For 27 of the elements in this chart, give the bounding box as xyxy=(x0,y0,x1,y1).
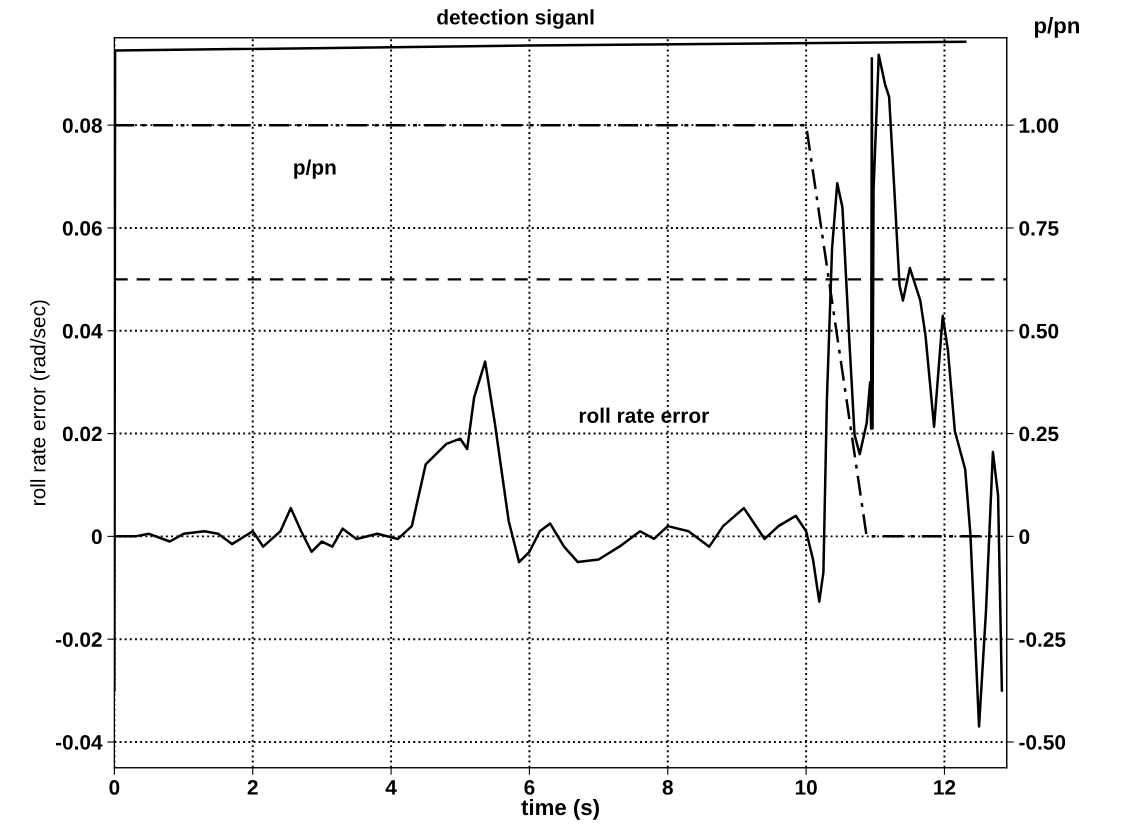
y-tick-label: -0.02 xyxy=(55,632,102,647)
y-tick-label: 0.04 xyxy=(62,323,103,339)
y2-tick-label: 0.50 xyxy=(1019,323,1059,339)
x-tick-label: 6 xyxy=(524,780,535,795)
y2-tick-label: 1.00 xyxy=(1019,118,1059,133)
y2-axis-title: p/pn xyxy=(1034,17,1080,38)
y2-tick-label: 0.75 xyxy=(1019,220,1059,236)
y-axis-title: roll rate error (rad/sec) xyxy=(30,300,50,505)
y2-tick-label: -0.25 xyxy=(1019,632,1066,647)
annotation: detection siganl xyxy=(437,9,594,29)
y2-tick-label: 0 xyxy=(1019,529,1030,545)
annotation: p/pn xyxy=(294,159,336,179)
x-tick-label: 0 xyxy=(109,780,120,795)
y-tick-label: 0.02 xyxy=(62,426,102,442)
x-tick-label: 10 xyxy=(795,780,817,795)
y2-tick-label: 0.25 xyxy=(1019,426,1059,442)
y2-tick-label: -0.50 xyxy=(1019,734,1066,750)
annotation: roll rate error xyxy=(579,407,709,423)
y-tick-label: 0.08 xyxy=(62,118,102,133)
y-tick-label: 0.06 xyxy=(62,220,102,236)
x-tick-label: 12 xyxy=(934,780,956,795)
x-tick-label: 8 xyxy=(662,780,673,795)
x-tick-label: 2 xyxy=(247,780,258,795)
y-tick-label: -0.04 xyxy=(55,734,103,750)
x-tick-label: 4 xyxy=(385,780,397,795)
x-axis-title: time (s) xyxy=(521,798,599,820)
y-tick-label: 0 xyxy=(91,529,102,545)
